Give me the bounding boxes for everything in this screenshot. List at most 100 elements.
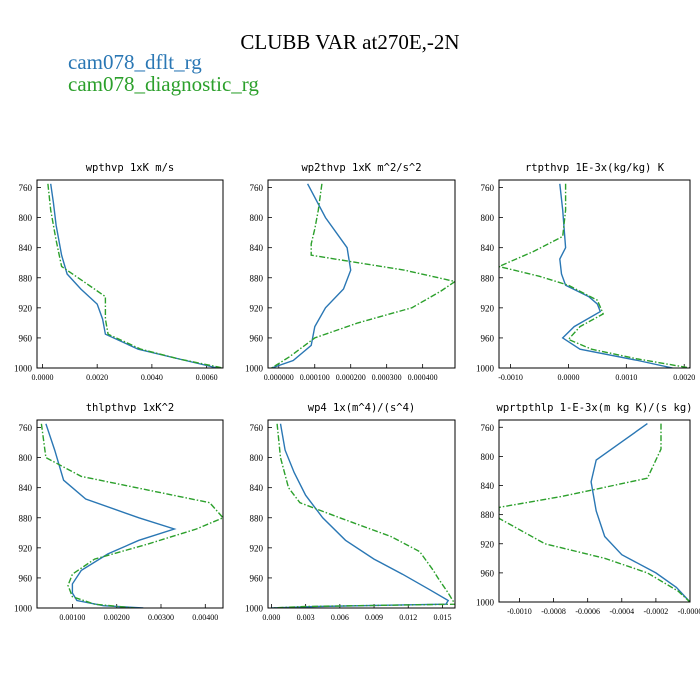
y-tick-label: 880: [481, 273, 495, 283]
subplot-title: rtpthvp 1E-3x(kg/kg) K: [525, 162, 665, 174]
series-line-diagnostic: [271, 183, 455, 368]
subplot-title: wprtpthlp 1-E-3x(m kg K)/(s kg): [497, 402, 693, 414]
legend-entry-dflt: cam078_dflt_rg: [68, 50, 202, 74]
x-tick-label: -0.0004: [609, 607, 634, 616]
y-tick-label: 960: [481, 333, 495, 343]
y-tick-label: 840: [250, 483, 264, 493]
x-tick-label: 0.0020: [86, 373, 108, 382]
series-line-dflt: [271, 183, 352, 368]
y-tick-label: 960: [250, 333, 264, 343]
subplot-5: wp4 1x(m^4)/(s^4)76080084088092096010000…: [245, 402, 456, 622]
x-tick-label: 0.000200: [336, 373, 366, 382]
y-tick-label: 800: [250, 453, 264, 463]
plot-frame: [36, 179, 224, 369]
y-tick-label: 920: [19, 543, 33, 553]
y-tick-label: 800: [481, 452, 495, 462]
y-tick-label: 840: [19, 243, 33, 253]
y-tick-label: 840: [481, 481, 495, 491]
subplot-1: wpthvp 1xK m/s76080084088092096010000.00…: [14, 162, 224, 382]
y-tick-label: 1000: [245, 364, 264, 374]
chart-main-title: CLUBB VAR at270E,-2N: [240, 30, 460, 54]
series-line-diagnostic: [271, 423, 455, 608]
y-tick-label: 840: [19, 483, 33, 493]
y-tick-label: 840: [250, 243, 264, 253]
y-tick-label: 960: [19, 333, 33, 343]
subplot-title: thlpthvp 1xK^2: [86, 402, 175, 414]
x-tick-label: -0.0010: [498, 373, 523, 382]
legend-entry-diagnostic: cam078_diagnostic_rg: [68, 72, 259, 96]
series-line-diagnostic: [499, 183, 690, 368]
y-tick-label: 920: [19, 303, 33, 313]
y-tick-label: 920: [250, 543, 264, 553]
series-line-diagnostic: [40, 423, 223, 608]
x-tick-label: 0.0020: [673, 373, 695, 382]
y-tick-label: 920: [481, 303, 495, 313]
subplot-3: rtpthvp 1E-3x(kg/kg) K 760 800 840 880 920 960…: [476, 162, 695, 382]
y-tick-label: 880: [250, 273, 264, 283]
x-tick-label: -0.0010: [507, 607, 532, 616]
x-tick-label: -0.0002: [644, 607, 669, 616]
x-tick-label: -0.0000: [678, 607, 700, 616]
y-tick-label: 880: [481, 510, 495, 520]
x-tick-label: 0.000000: [264, 373, 294, 382]
y-tick-label: 800: [250, 213, 264, 223]
y-tick-label: 840: [481, 243, 495, 253]
series-line-dflt: [590, 423, 690, 602]
y-tick-label: 760: [250, 423, 264, 433]
x-tick-label: 0.00100: [59, 613, 85, 622]
x-tick-label: 0.0010: [615, 373, 637, 382]
y-tick-label: 960: [19, 573, 33, 583]
y-tick-label: 960: [481, 568, 495, 578]
y-tick-label: 800: [481, 213, 495, 223]
y-tick-label: 1000: [476, 364, 495, 374]
x-tick-label: 0.003: [297, 613, 315, 622]
plot-frame: [267, 419, 456, 609]
series-line-diagnostic: [499, 423, 690, 602]
subplot-6: wprtpthlp 1-E-3x(m kg K)/(s kg)760 800 840…: [476, 402, 700, 616]
y-tick-label: 760: [19, 183, 33, 193]
y-tick-label: 760: [250, 183, 264, 193]
x-tick-label: 0.00200: [104, 613, 130, 622]
y-tick-label: 880: [250, 513, 264, 523]
y-tick-label: 760: [481, 423, 495, 433]
series-line-diagnostic: [47, 183, 223, 368]
x-tick-label: 0.009: [365, 613, 383, 622]
x-tick-label: 0.012: [399, 613, 417, 622]
y-tick-label: 880: [19, 513, 33, 523]
x-tick-label: -0.0006: [575, 607, 600, 616]
y-tick-label: 1000: [245, 604, 264, 614]
subplot-2: wp2thvp 1xK m^2/s^2 760 800 840 880 920 960 100…: [245, 162, 456, 382]
x-tick-label: 0.00300: [148, 613, 174, 622]
plot-frame: [36, 419, 224, 609]
y-tick-label: 1000: [14, 364, 33, 374]
x-tick-label: 0.000400: [408, 373, 438, 382]
x-tick-label: 0.0040: [141, 373, 163, 382]
y-tick-label: 1000: [14, 604, 33, 614]
y-tick-label: 760: [481, 183, 495, 193]
plot-frame: [498, 419, 691, 603]
y-tick-label: 1000: [476, 598, 495, 608]
x-tick-label: 0.006: [331, 613, 349, 622]
y-tick-label: 800: [19, 213, 33, 223]
subplot-title: wp2thvp 1xK m^2/s^2: [301, 162, 421, 174]
series-line-dflt: [45, 423, 177, 608]
y-tick-label: 960: [250, 573, 264, 583]
series-line-dflt: [559, 183, 673, 368]
x-tick-label: 0.0000: [557, 373, 579, 382]
plot-frame: [498, 179, 691, 369]
x-tick-label: 0.000: [262, 613, 280, 622]
x-tick-label: 0.000100: [300, 373, 330, 382]
series-line-dflt: [271, 423, 450, 608]
subplot-title: wp4 1x(m^4)/(s^4): [308, 402, 415, 414]
y-tick-label: 760: [19, 423, 33, 433]
y-tick-label: 920: [481, 539, 495, 549]
x-tick-label: 0.000300: [372, 373, 402, 382]
plot-frame: [267, 179, 456, 369]
subplot-4: thlpthvp 1xK^2 760 800 840 880 920 960 1000 0.00…: [14, 402, 224, 622]
y-tick-label: 800: [19, 453, 33, 463]
subplot-title: wpthvp 1xK m/s: [86, 162, 175, 174]
x-tick-label: 0.0000: [31, 373, 53, 382]
x-tick-label: 0.015: [433, 613, 451, 622]
x-tick-label: -0.0008: [541, 607, 566, 616]
